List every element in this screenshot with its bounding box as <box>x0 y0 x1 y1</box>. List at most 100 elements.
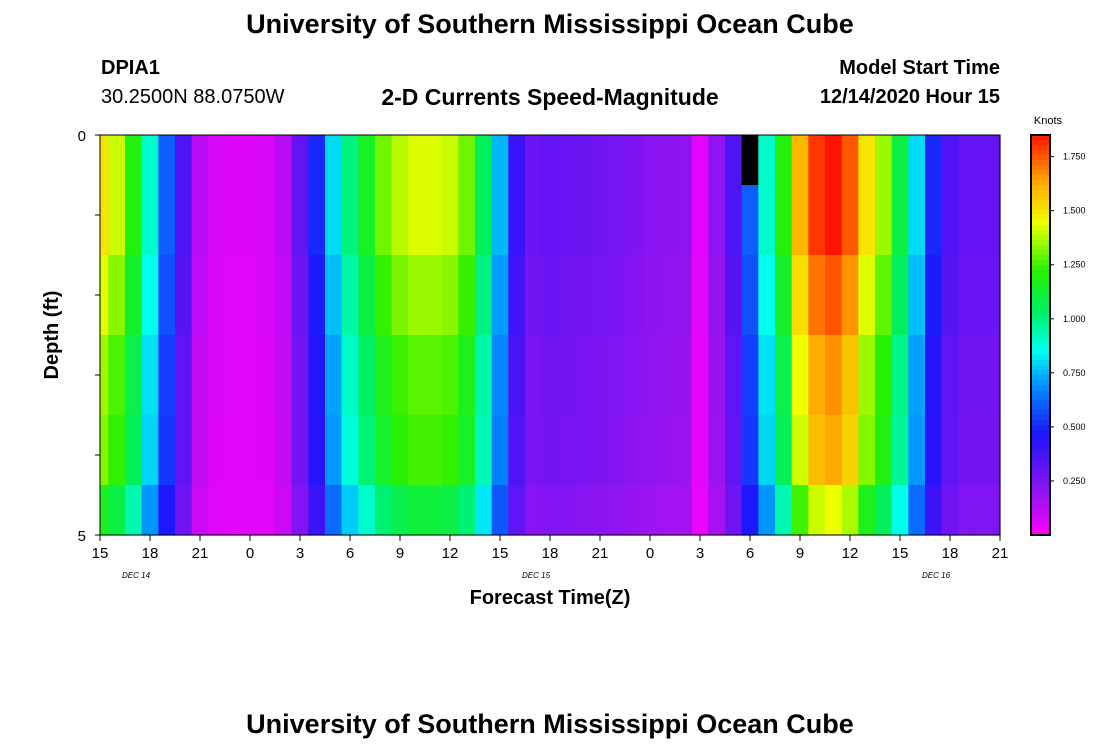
heatmap-cell <box>908 135 926 186</box>
heatmap-cell <box>508 485 526 536</box>
heatmap-cell <box>475 185 493 256</box>
x-tick-label: 21 <box>592 545 609 562</box>
heatmap-cell <box>475 255 493 336</box>
heatmap-cell <box>125 185 143 256</box>
colorbar-swatch <box>1031 415 1050 421</box>
colorbar-swatch <box>1031 225 1050 231</box>
heatmap-cell <box>841 185 859 256</box>
heatmap-cell <box>775 335 793 416</box>
heatmap-cells <box>100 135 1001 536</box>
colorbar-swatch <box>1031 160 1050 166</box>
x-tick-label: 9 <box>796 545 804 562</box>
heatmap-cell <box>175 485 193 536</box>
heatmap-cell <box>291 255 309 336</box>
heatmap-cell <box>108 415 126 486</box>
heatmap-cell <box>575 415 593 486</box>
heatmap-cell <box>675 485 693 536</box>
heatmap-cell <box>558 135 576 186</box>
heatmap-cell <box>241 415 259 486</box>
heatmap-cell <box>458 255 476 336</box>
heatmap-cell <box>325 255 343 336</box>
colorbar-swatch <box>1031 485 1050 491</box>
heatmap-cell <box>925 255 943 336</box>
colorbar-swatch <box>1031 195 1050 201</box>
heatmap-cell <box>775 485 793 536</box>
heatmap-cell <box>100 135 109 186</box>
heatmap-cell-missing <box>741 135 759 186</box>
heatmap-cell <box>858 335 876 416</box>
colorbar-swatch <box>1031 400 1050 406</box>
colorbar-tick-label: 1.250 <box>1063 260 1086 270</box>
heatmap-cell <box>591 335 609 416</box>
heatmap-cell <box>841 135 859 186</box>
heatmap-cell <box>758 415 776 486</box>
date-label: DEC 15 <box>522 571 551 580</box>
colorbar-label: Knots <box>1034 115 1063 127</box>
heatmap-cell <box>591 415 609 486</box>
heatmap-cell <box>991 185 1001 256</box>
x-tick-label: 21 <box>192 545 209 562</box>
heatmap-cell <box>858 185 876 256</box>
heatmap-cell <box>958 255 976 336</box>
heatmap-cell <box>691 255 709 336</box>
heatmap-cell <box>625 335 643 416</box>
heatmap-cell <box>641 185 659 256</box>
heatmap-cell <box>191 135 209 186</box>
heatmap-cell <box>275 335 293 416</box>
colorbar-tick-label: 1.500 <box>1063 206 1086 216</box>
heatmap-cell <box>741 485 759 536</box>
heatmap-cell <box>608 485 626 536</box>
colorbar-swatch <box>1031 180 1050 186</box>
heatmap-cell <box>958 135 976 186</box>
heatmap-cell <box>641 255 659 336</box>
colorbar-swatch <box>1031 135 1050 141</box>
heatmap-cell <box>958 485 976 536</box>
colorbar-swatch <box>1031 520 1050 526</box>
colorbar-swatch <box>1031 215 1050 221</box>
heatmap-cell <box>441 135 459 186</box>
colorbar-swatch <box>1031 445 1050 451</box>
heatmap-cell <box>275 415 293 486</box>
heatmap-cell <box>591 255 609 336</box>
heatmap-cell <box>408 415 426 486</box>
heatmap-cell <box>325 335 343 416</box>
heatmap-cell <box>708 135 726 186</box>
x-tick-label: 21 <box>992 545 1009 562</box>
heatmap-cell <box>758 335 776 416</box>
x-axis-label: Forecast Time(Z) <box>470 587 631 609</box>
colorbar-swatch <box>1031 300 1050 306</box>
heatmap-cell <box>325 185 343 256</box>
heatmap-cell <box>525 415 543 486</box>
heatmap-cell <box>375 135 393 186</box>
colorbar-swatch <box>1031 330 1050 336</box>
colorbar-swatch <box>1031 245 1050 251</box>
heatmap-cell <box>891 135 909 186</box>
heatmap-cell <box>508 135 526 186</box>
heatmap-cell <box>891 335 909 416</box>
plot-title: 2-D Currents Speed-Magnitude <box>381 84 719 110</box>
heatmap-cell <box>108 185 126 256</box>
heatmap-cell <box>525 255 543 336</box>
heatmap-cell <box>291 485 309 536</box>
heatmap-cell <box>641 485 659 536</box>
colorbar-swatch <box>1031 410 1050 416</box>
heatmap-cell <box>475 415 493 486</box>
x-tick-label: 6 <box>746 545 754 562</box>
heatmap-cell <box>100 485 109 536</box>
colorbar-swatch <box>1031 390 1050 396</box>
heatmap-cell <box>875 415 893 486</box>
heatmap-cell <box>341 335 359 416</box>
heatmap-cell <box>291 135 309 186</box>
heatmap-cell <box>175 255 193 336</box>
heatmap-cell <box>975 135 993 186</box>
heatmap-cell <box>100 255 109 336</box>
heatmap-cell <box>308 415 326 486</box>
heatmap-cell <box>691 135 709 186</box>
colorbar-swatch <box>1031 450 1050 456</box>
colorbar-swatch <box>1031 260 1050 266</box>
heatmap-cell <box>808 335 826 416</box>
heatmap-cell <box>225 185 243 256</box>
colorbar-swatch <box>1031 395 1050 401</box>
heatmap-cell <box>691 415 709 486</box>
colorbar-swatch <box>1031 455 1050 461</box>
